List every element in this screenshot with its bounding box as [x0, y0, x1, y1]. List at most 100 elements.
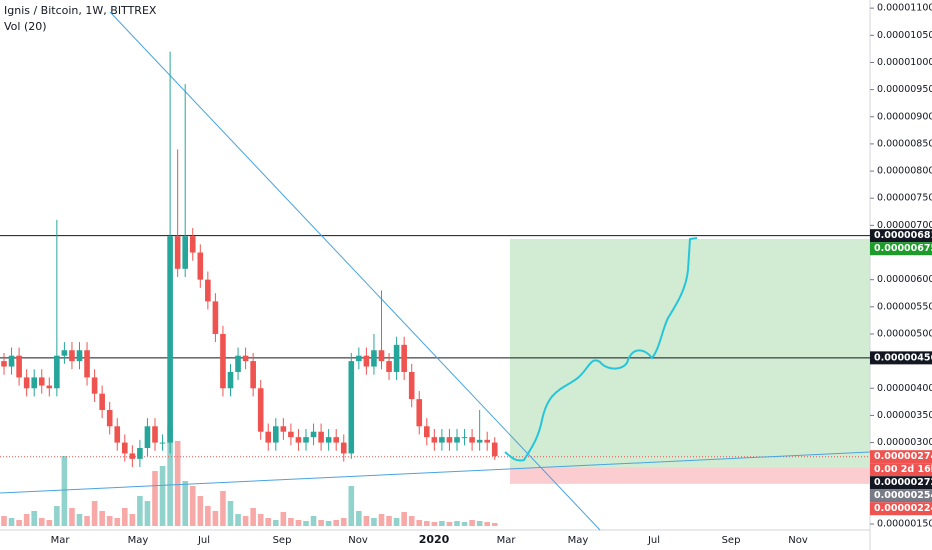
profit-zone [510, 238, 870, 468]
candle-body [31, 377, 37, 389]
volume-bar [61, 456, 68, 526]
candle-body [84, 350, 90, 378]
candle-body [454, 437, 460, 443]
volume-bar [242, 516, 249, 526]
y-tick-label: 0.00000600 [877, 274, 932, 285]
price-label-bg [870, 463, 932, 477]
candle-body [356, 355, 362, 362]
candle-body [54, 355, 60, 389]
candle-body [174, 236, 181, 269]
volume-bar [333, 520, 339, 526]
volume-bar [38, 518, 45, 526]
candle-body [137, 448, 143, 459]
price-label-bg [870, 351, 932, 365]
volume-bar [99, 511, 105, 526]
candle-body [491, 442, 498, 457]
volume-bar [446, 522, 453, 526]
candle-body [378, 350, 385, 362]
candle-body [189, 236, 196, 253]
price-label: 0.00000254 [874, 490, 932, 501]
candle-body [61, 350, 68, 356]
volume-bar [46, 520, 53, 526]
volume-bar [491, 523, 498, 526]
y-tick-label: 0.00000900 [877, 111, 932, 122]
candle-body [220, 333, 226, 389]
volume-bar [318, 520, 324, 526]
candle-body [446, 437, 453, 443]
price-label-bg [870, 450, 932, 464]
volume-bar [84, 516, 90, 526]
candle-body [8, 355, 15, 367]
y-tick-label: 0.00000150 [877, 519, 932, 530]
volume-bar [167, 426, 173, 526]
candle-body [250, 361, 256, 389]
volume-bar [197, 496, 204, 526]
volume-bar [363, 516, 370, 526]
candle-body [273, 426, 279, 443]
x-tick-label: May [128, 535, 149, 546]
y-tick-label: 0.00000400 [877, 383, 932, 394]
volume-bar [31, 511, 37, 526]
volume-bar [416, 520, 423, 526]
volume-bar [8, 518, 15, 526]
candle-body [295, 437, 302, 443]
volume-bar [476, 521, 483, 526]
price-label-bg [870, 489, 932, 503]
x-tick-label: Mar [497, 535, 517, 546]
y-tick-label: 0.00000500 [877, 328, 932, 339]
volume-bar [76, 514, 83, 526]
candle-body [91, 377, 98, 394]
y-tick-label: 0.00001000 [877, 57, 932, 68]
y-tick-label: 0.00000350 [877, 410, 932, 421]
volume-bar [91, 501, 98, 526]
volume-bar [325, 521, 332, 526]
volume-bar [295, 520, 302, 526]
candle-body [310, 431, 317, 438]
volume-bar [212, 511, 219, 526]
volume-bar [54, 506, 60, 526]
loss-zone [510, 467, 870, 484]
volume-bar [431, 522, 438, 526]
candle-body [408, 371, 415, 400]
candle-body [76, 350, 83, 362]
x-tick-label: Nov [348, 535, 368, 546]
candle-body [476, 439, 483, 443]
candle-body [16, 355, 22, 378]
price-label: 0.00000224 [874, 503, 932, 514]
candle-body [288, 431, 294, 438]
candle-body [1, 361, 7, 367]
volume-bar [439, 521, 445, 526]
candle-body [431, 437, 438, 443]
candle-body [303, 437, 309, 443]
price-label: 0.00000274 [874, 451, 932, 462]
price-label: 0.00000681 [874, 230, 932, 241]
candle-body [363, 355, 370, 367]
trend-line [109, 11, 601, 531]
volume-bar [220, 491, 226, 526]
volume-bar [393, 518, 400, 526]
y-tick-label: 0.00000750 [877, 193, 932, 204]
volume-bar [408, 516, 415, 526]
candle-body [197, 252, 204, 280]
x-tick-label: Sep [273, 535, 292, 546]
price-label: 0.00000675 [874, 243, 932, 254]
volume-bar [280, 512, 287, 526]
x-tick-label: Jul [197, 535, 210, 546]
candle-body [235, 355, 241, 372]
volume-bar [159, 466, 166, 526]
candle-body [122, 442, 128, 454]
candle-body [144, 426, 151, 449]
projection-path [504, 237, 698, 462]
volume-bar [401, 512, 407, 526]
candle-body [242, 355, 249, 362]
candle-body [265, 431, 272, 443]
y-tick-label: 0.00000950 [877, 84, 932, 95]
volume-bar [469, 520, 475, 526]
volume-bar [205, 506, 211, 526]
candle-body [386, 361, 392, 372]
volume-bar [250, 508, 256, 526]
candle-body [205, 279, 211, 302]
volume-bar [348, 486, 355, 526]
candle-body [129, 453, 136, 459]
